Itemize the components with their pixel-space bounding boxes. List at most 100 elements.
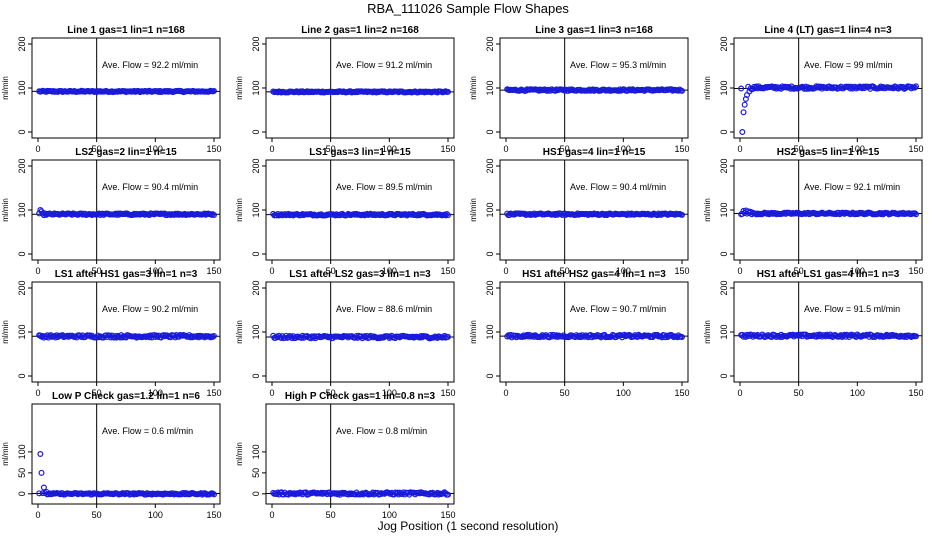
x-tick-label: 150 (674, 388, 689, 398)
y-tick-label: 200 (251, 158, 261, 173)
data-point (37, 451, 44, 458)
x-tick-label: 0 (269, 388, 274, 398)
y-tick-label: 200 (17, 158, 27, 173)
y-tick-label: 100 (17, 444, 27, 459)
y-axis-label: ml/min (235, 198, 244, 222)
data-point (211, 88, 218, 95)
y-tick-label: 0 (251, 251, 261, 256)
chart-title: HS1 after HS2 gas=4 lin=1 n=3 (522, 269, 666, 280)
data-point (442, 212, 449, 219)
plot-frame (499, 281, 689, 383)
y-tick-label: 200 (719, 280, 729, 295)
chart-panel: Line 2 gas=1 lin=2 n=168 ml/min 0 100 200 0 50… (235, 25, 456, 154)
y-tick-label: 100 (251, 80, 261, 95)
y-tick-label: 0 (17, 129, 27, 134)
chart-title: Line 2 gas=1 lin=2 n=168 (301, 25, 419, 36)
x-tick-label: 0 (269, 144, 274, 154)
data-point (911, 84, 918, 91)
y-tick-label: 200 (251, 280, 261, 295)
data-point (782, 83, 789, 90)
chart-title: HS2 gas=5 lin=1 n=15 (777, 147, 880, 158)
average-flow-annotation: Ave. Flow = 91.5 ml/min (804, 304, 900, 314)
x-tick-label: 100 (382, 388, 397, 398)
chart-title: Line 1 gas=1 lin=1 n=168 (67, 25, 185, 36)
chart-title: HS1 gas=4 lin=1 n=15 (543, 147, 646, 158)
x-tick-label: 0 (269, 510, 274, 520)
x-tick-label: 0 (269, 266, 274, 276)
y-tick-label: 0 (485, 251, 495, 256)
x-tick-label: 150 (206, 144, 221, 154)
plot-frame (265, 37, 455, 139)
x-tick-label: 0 (35, 510, 40, 520)
y-tick-label: 200 (485, 280, 495, 295)
y-tick-label: 200 (17, 36, 27, 51)
x-tick-label: 0 (35, 388, 40, 398)
chart-panel: HS2 gas=5 lin=1 n=15 ml/min 0 100 200 0 50 100 1… (703, 147, 924, 276)
average-flow-annotation: Ave. Flow = 0.8 ml/min (336, 426, 427, 436)
x-tick-label: 150 (206, 388, 221, 398)
x-tick-label: 150 (206, 510, 221, 520)
y-tick-label: 200 (485, 158, 495, 173)
y-tick-label: 100 (719, 202, 729, 217)
x-tick-label: 150 (674, 266, 689, 276)
y-axis-label: ml/min (469, 76, 478, 100)
y-tick-label: 200 (719, 36, 729, 51)
data-point (443, 210, 450, 217)
chart-panel: High P Check gas=1 lin=0.8 n=3 ml/min 0 50 1… (235, 391, 456, 520)
x-tick-label: 100 (148, 266, 163, 276)
y-tick-label: 100 (17, 80, 27, 95)
y-tick-label: 100 (485, 202, 495, 217)
y-axis-label: ml/min (703, 76, 712, 100)
y-tick-label: 50 (17, 468, 27, 478)
x-tick-label: 50 (92, 144, 102, 154)
x-tick-label: 150 (440, 388, 455, 398)
data-point (211, 491, 218, 498)
data-point (675, 87, 682, 94)
data-point (209, 490, 216, 497)
chart-panel: HS1 gas=4 lin=1 n=15 ml/min 0 100 200 0 50 100 1… (469, 147, 690, 276)
y-tick-label: 200 (485, 36, 495, 51)
chart-panel: LS1 after HS1 gas=3 lin=1 n=3 ml/min 0 100 2… (1, 269, 222, 398)
x-tick-label: 100 (616, 388, 631, 398)
x-tick-label: 50 (560, 388, 570, 398)
y-tick-label: 0 (17, 251, 27, 256)
data-point (912, 83, 919, 90)
chart-title: LS2 gas=2 lin=1 n=15 (75, 147, 177, 158)
y-tick-label: 50 (251, 468, 261, 478)
data-point (911, 210, 918, 217)
y-tick-label: 0 (251, 491, 261, 496)
plot-frame (31, 159, 221, 261)
data-point (740, 109, 747, 116)
figure-title: RBA_111026 Sample Flow Shapes (367, 1, 569, 16)
y-tick-label: 0 (719, 129, 729, 134)
average-flow-annotation: Ave. Flow = 89.5 ml/min (336, 182, 432, 192)
y-axis-label: ml/min (469, 320, 478, 344)
y-axis-label: ml/min (235, 442, 244, 466)
plot-frame (31, 403, 221, 505)
x-tick-label: 50 (92, 388, 102, 398)
x-tick-label: 100 (148, 510, 163, 520)
y-tick-label: 0 (17, 491, 27, 496)
y-tick-label: 0 (17, 373, 27, 378)
x-tick-label: 50 (794, 144, 804, 154)
y-axis-label: ml/min (703, 198, 712, 222)
x-tick-label: 50 (794, 266, 804, 276)
x-tick-label: 50 (794, 388, 804, 398)
chart-panel: LS1 after LS2 gas=3 lin=1 n=3 ml/min 0 100 2… (235, 269, 456, 398)
average-flow-annotation: Ave. Flow = 88.6 ml/min (336, 304, 432, 314)
chart-panel: LS1 gas=3 lin=1 n=15 ml/min 0 100 200 0 50 100 1… (235, 147, 456, 276)
plot-frame (499, 159, 689, 261)
y-tick-label: 100 (485, 324, 495, 339)
chart-title: High P Check gas=1 lin=0.8 n=3 (285, 391, 436, 402)
y-tick-label: 0 (485, 129, 495, 134)
average-flow-annotation: Ave. Flow = 92.2 ml/min (102, 60, 198, 70)
data-point (445, 88, 452, 95)
y-axis-label: ml/min (1, 320, 10, 344)
x-tick-label: 150 (440, 266, 455, 276)
x-tick-label: 0 (737, 266, 742, 276)
x-tick-label: 100 (148, 144, 163, 154)
x-tick-label: 0 (35, 266, 40, 276)
data-point (445, 212, 452, 219)
average-flow-annotation: Ave. Flow = 0.6 ml/min (102, 426, 193, 436)
